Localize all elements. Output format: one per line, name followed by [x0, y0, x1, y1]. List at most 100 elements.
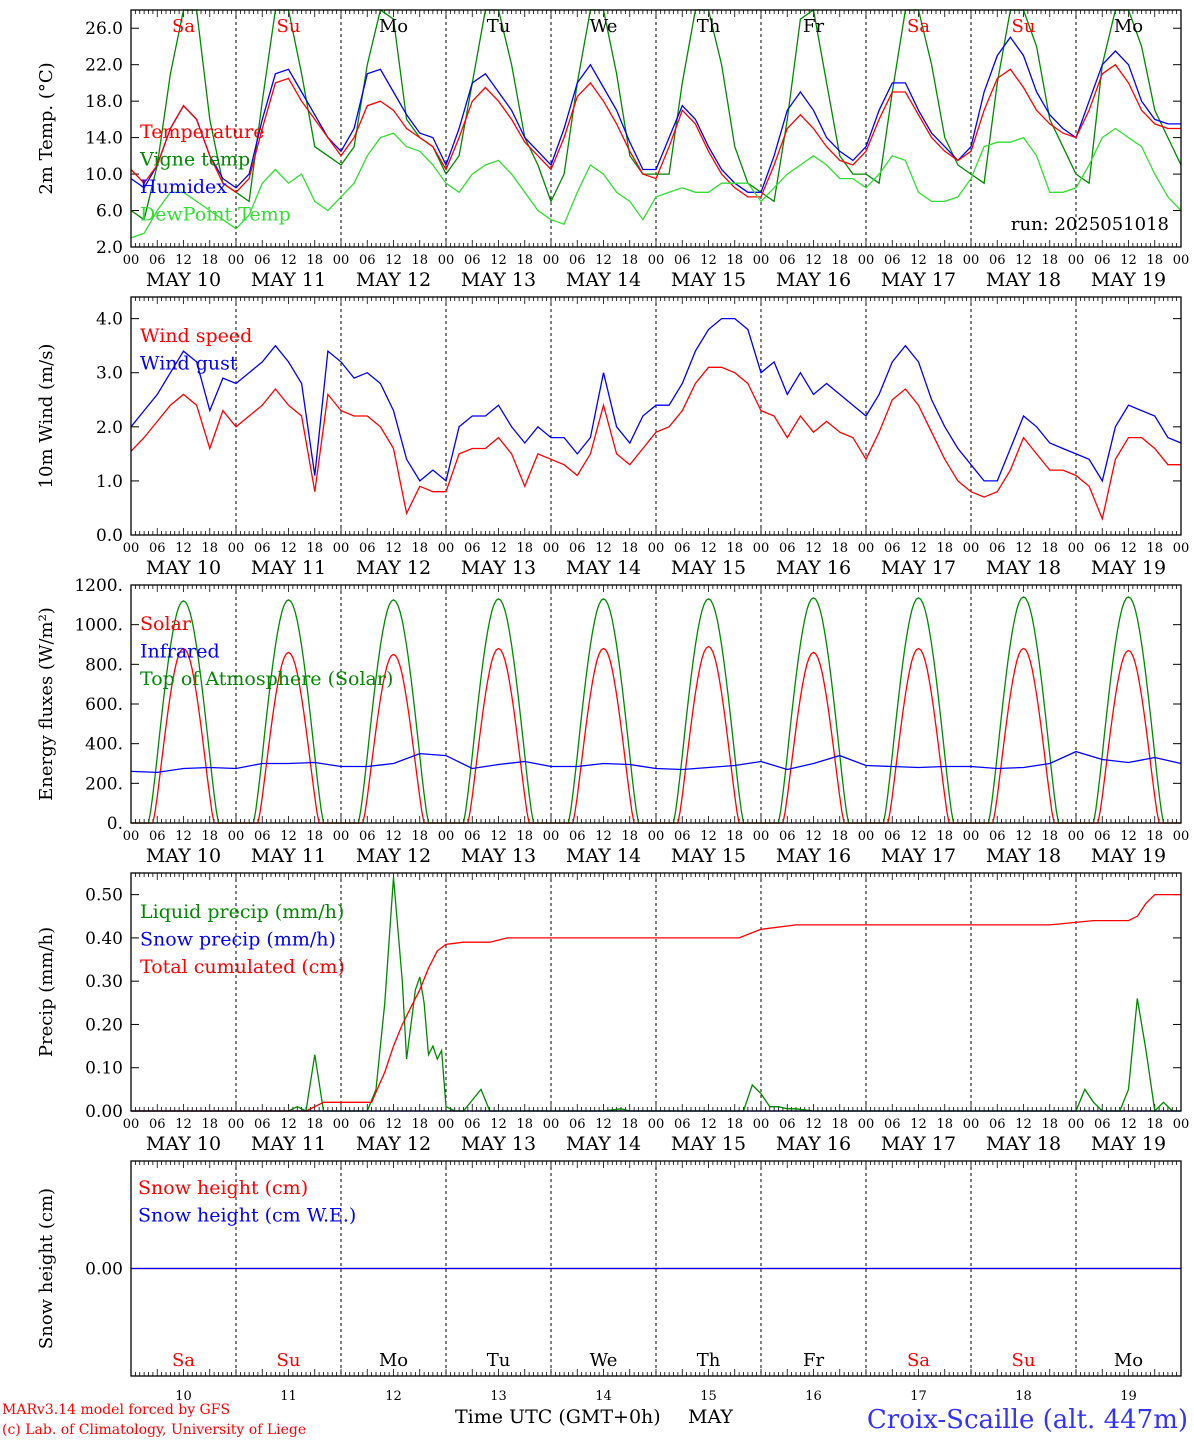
hour-tick-label: 12 — [1120, 541, 1137, 556]
x-axis-month: MAY — [688, 1406, 733, 1428]
legend-entry: DewPoint Temp — [140, 204, 291, 226]
hour-tick-label: 12 — [1120, 253, 1137, 268]
y-tick-label: 1000. — [74, 616, 123, 636]
hour-tick-label: 12 — [1120, 1117, 1137, 1132]
hour-tick-label: 12 — [910, 541, 927, 556]
hour-tick-label: 00 — [123, 829, 140, 844]
hour-tick-label: 00 — [753, 829, 770, 844]
hour-tick-label: 18 — [726, 1117, 743, 1132]
hour-tick-label: 12 — [175, 541, 192, 556]
hour-tick-label: 18 — [516, 1117, 533, 1132]
date-label: MAY 12 — [356, 845, 431, 867]
day-number-label: 11 — [280, 1389, 297, 1404]
hour-tick-label: 18 — [1041, 1117, 1058, 1132]
series-line-humidex — [130, 36, 1181, 193]
hour-tick-label: 00 — [753, 1117, 770, 1132]
panel-energy: 0. 200. 400. 600. 800. 1000. 1200. Energy fluxe… — [36, 576, 1189, 867]
weekday-label: Th — [697, 16, 721, 37]
date-label: MAY 18 — [986, 557, 1061, 579]
hour-tick-label: 12 — [385, 1117, 402, 1132]
hour-tick-label: 12 — [595, 1117, 612, 1132]
legend-entry: Snow height (cm) — [138, 1177, 308, 1199]
hour-tick-label: 06 — [884, 829, 901, 844]
y-tick-label: 18.0 — [85, 92, 123, 112]
hour-tick-label: 18 — [936, 253, 953, 268]
hour-tick-label: 06 — [779, 829, 796, 844]
hour-tick-label: 06 — [359, 829, 376, 844]
weekday-label: Tu — [487, 1350, 511, 1371]
date-label: MAY 17 — [881, 557, 956, 579]
hour-tick-label: 00 — [228, 829, 245, 844]
date-label: MAY 18 — [986, 269, 1061, 291]
hour-tick-label: 00 — [753, 541, 770, 556]
hour-tick-label: 00 — [228, 253, 245, 268]
hour-tick-label: 18 — [621, 829, 638, 844]
hour-tick-label: 12 — [280, 1117, 297, 1132]
date-label: MAY 13 — [461, 269, 536, 291]
hour-tick-label: 12 — [175, 829, 192, 844]
legend-entry: Top of Atmosphere (Solar) — [140, 668, 393, 690]
date-label: MAY 13 — [461, 1133, 536, 1155]
date-label: MAY 13 — [461, 557, 536, 579]
hour-tick-label: 00 — [228, 1117, 245, 1132]
hour-tick-label: 00 — [333, 829, 350, 844]
hour-tick-label: 06 — [674, 541, 691, 556]
hour-tick-label: 00 — [858, 829, 875, 844]
date-label: MAY 10 — [146, 845, 221, 867]
hour-tick-label: 06 — [569, 541, 586, 556]
hour-tick-label: 12 — [490, 1117, 507, 1132]
hour-tick-label: 18 — [411, 829, 428, 844]
hour-tick-label: 18 — [516, 541, 533, 556]
hour-tick-label: 12 — [700, 253, 717, 268]
weekday-label: Sa — [172, 16, 195, 37]
hour-tick-label: 12 — [385, 541, 402, 556]
hour-tick-label: 12 — [805, 253, 822, 268]
y-axis-label: Energy fluxes (W/m²) — [36, 607, 57, 801]
hour-tick-label: 12 — [805, 541, 822, 556]
y-tick-label: 4.0 — [96, 310, 123, 330]
hour-tick-label: 00 — [858, 253, 875, 268]
hour-tick-label: 00 — [1173, 1117, 1190, 1132]
y-tick-label: 10.0 — [85, 165, 123, 185]
y-tick-label: 22.0 — [85, 56, 123, 76]
hour-tick-label: 12 — [385, 253, 402, 268]
hour-tick-label: 00 — [648, 1117, 665, 1132]
hour-tick-label: 06 — [359, 541, 376, 556]
weekday-label: Fr — [803, 16, 824, 37]
hour-tick-label: 18 — [201, 829, 218, 844]
hour-tick-label: 06 — [254, 253, 271, 268]
hour-tick-label: 12 — [280, 541, 297, 556]
y-tick-label: 1.0 — [96, 472, 123, 492]
hour-tick-label: 06 — [254, 829, 271, 844]
hour-tick-label: 18 — [726, 541, 743, 556]
plot-frame — [130, 584, 1182, 824]
hour-tick-label: 00 — [333, 1117, 350, 1132]
hour-tick-label: 06 — [464, 541, 481, 556]
hour-tick-label: 18 — [1041, 541, 1058, 556]
day-number-label: 12 — [385, 1389, 402, 1404]
date-label: MAY 14 — [566, 557, 641, 579]
y-tick-label: 14.0 — [85, 129, 123, 149]
hour-tick-label: 00 — [648, 829, 665, 844]
hour-tick-label: 00 — [963, 253, 980, 268]
hour-tick-label: 06 — [884, 1117, 901, 1132]
hour-tick-label: 06 — [1094, 829, 1111, 844]
hour-tick-label: 06 — [254, 541, 271, 556]
weekday-label: Fr — [803, 1350, 824, 1371]
date-label: MAY 15 — [671, 1133, 746, 1155]
hour-tick-label: 18 — [621, 1117, 638, 1132]
legend-entry: Snow height (cm W.E.) — [138, 1205, 356, 1227]
hour-tick-label: 00 — [1173, 253, 1190, 268]
y-tick-label: 2.0 — [96, 238, 123, 258]
hour-tick-label: 00 — [123, 541, 140, 556]
hour-tick-label: 12 — [175, 1117, 192, 1132]
date-label: MAY 19 — [1091, 845, 1166, 867]
hour-tick-label: 18 — [831, 253, 848, 268]
hour-tick-label: 18 — [831, 1117, 848, 1132]
y-tick-label: 0.10 — [85, 1059, 123, 1079]
date-label: MAY 11 — [251, 845, 326, 867]
hour-tick-label: 06 — [1094, 1117, 1111, 1132]
hour-tick-label: 18 — [306, 541, 323, 556]
hour-tick-label: 00 — [438, 1117, 455, 1132]
hour-tick-label: 00 — [543, 253, 560, 268]
